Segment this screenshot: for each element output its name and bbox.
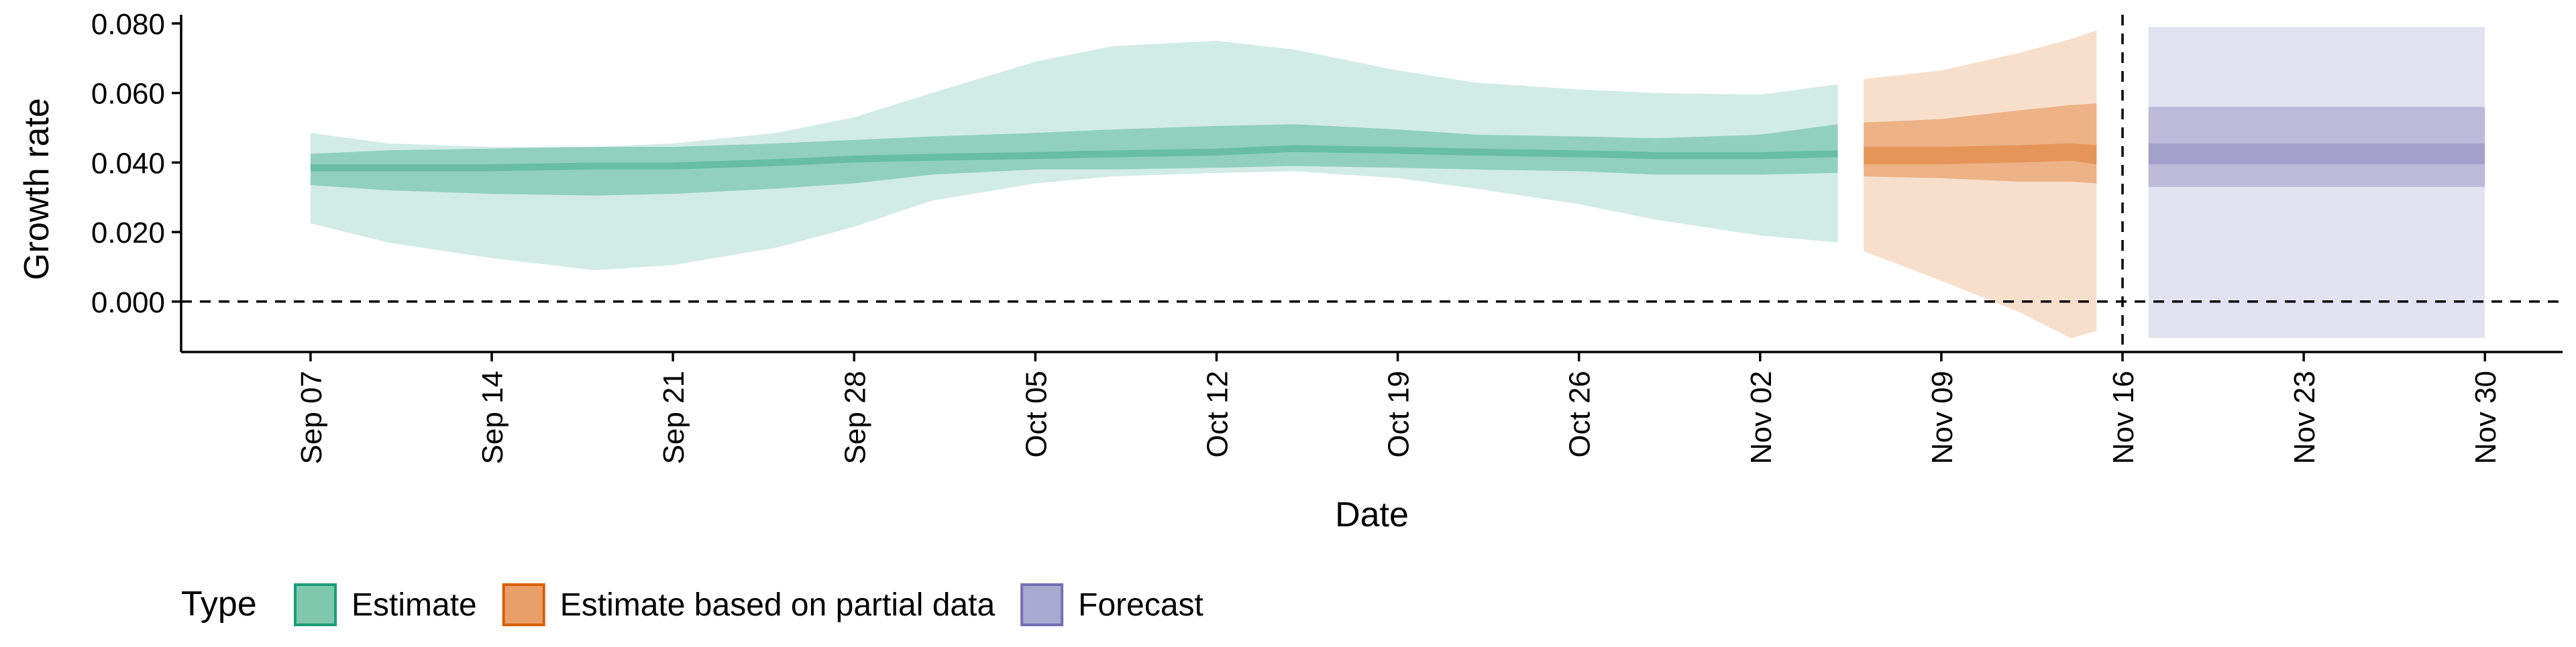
- legend-key: [294, 583, 337, 626]
- bands-layer: [310, 27, 2485, 339]
- legend: Type Estimate Estimate based on partial d…: [181, 583, 1203, 626]
- y-tick-label: 0.000: [91, 286, 165, 319]
- band-20-series-2: [1864, 143, 2097, 164]
- x-tick-label: Oct 26: [1564, 371, 1597, 458]
- x-tick-label: Oct 05: [1020, 371, 1053, 458]
- band-90-series-1: [310, 40, 1838, 271]
- x-tick-label: Oct 12: [1201, 371, 1234, 458]
- y-axis-title: Growth rate: [17, 98, 56, 280]
- x-tick-label: Sep 14: [476, 371, 509, 464]
- reference-lines: [181, 15, 2563, 352]
- x-tick-label: Nov 16: [2107, 371, 2140, 464]
- band-50-series-3: [2148, 107, 2485, 187]
- band-20-series-3: [2148, 143, 2485, 164]
- legend-key: [502, 583, 545, 626]
- band-20-series-1: [310, 145, 1838, 172]
- x-tick-label: Sep 28: [839, 371, 871, 464]
- y-tick-label: 0.080: [91, 8, 165, 41]
- y-tick-label: 0.020: [91, 217, 165, 249]
- x-tick-label: Nov 09: [1926, 371, 1959, 464]
- axes: 0.000 0.020 0.040 0.060 0.080 Sep 07 Sep 14 Sep…: [91, 8, 2563, 464]
- x-tick-label: Nov 23: [2288, 371, 2321, 464]
- legend-label: Estimate: [352, 587, 477, 623]
- band-90-series-3: [2148, 27, 2485, 339]
- band-50-series-1: [310, 124, 1838, 196]
- band-50-series-2: [1864, 103, 2097, 184]
- x-tick-label: Sep 21: [657, 371, 690, 464]
- y-tick-label: 0.060: [91, 78, 165, 111]
- x-tick-label: Sep 07: [295, 371, 328, 464]
- legend-label: Forecast: [1078, 587, 1203, 623]
- y-tick-label: 0.040: [91, 147, 165, 180]
- x-tick-label: Nov 02: [1745, 371, 1778, 464]
- band-90-series-2: [1864, 30, 2097, 339]
- legend-key: [1020, 583, 1064, 626]
- legend-label: Estimate based on partial data: [560, 587, 996, 623]
- x-axis-title: Date: [1335, 495, 1409, 534]
- x-tick-label: Nov 30: [2469, 371, 2502, 464]
- x-tick-label: Oct 19: [1383, 371, 1415, 458]
- legend-title: Type: [181, 585, 257, 624]
